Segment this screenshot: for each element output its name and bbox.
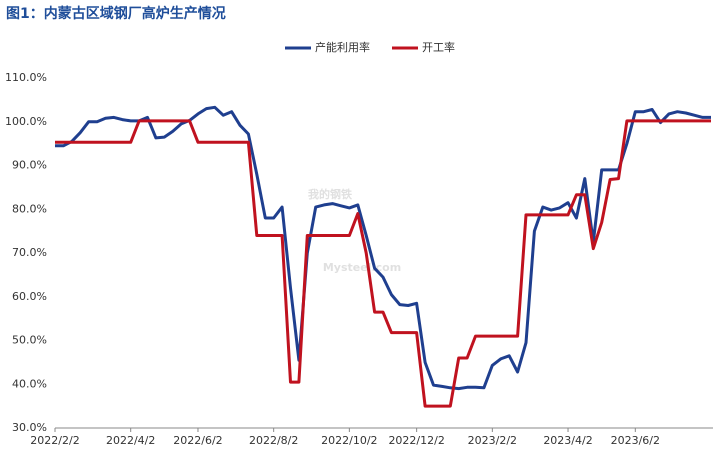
y-tick-label: 90.0% (12, 159, 47, 172)
line-series (55, 119, 711, 408)
chart-title: 图1：内蒙古区域钢厂高炉生产情况 (6, 5, 226, 22)
x-tick-label: 2022/12/2 (388, 434, 444, 447)
y-tick-label: 70.0% (12, 246, 47, 259)
y-tick-label: 50.0% (12, 334, 47, 347)
x-tick-label: 2023/6/2 (611, 434, 660, 447)
x-tick-label: 2022/6/2 (173, 434, 222, 447)
watermark: Mysteel.com (323, 261, 401, 274)
x-tick-label: 2022/2/2 (30, 434, 79, 447)
x-tick-label: 2022/8/2 (249, 434, 298, 447)
x-tick-label: 2023/2/2 (468, 434, 517, 447)
y-tick-label: 30.0% (12, 421, 47, 434)
y-tick-label: 40.0% (12, 377, 47, 390)
watermark: 我的钢铁 (308, 187, 352, 201)
legend-label: 产能利用率 (315, 40, 370, 54)
y-tick-label: 100.0% (5, 115, 47, 128)
x-tick-label: 2023/4/2 (543, 434, 592, 447)
y-tick-label: 80.0% (12, 202, 47, 215)
x-tick-label: 2022/10/2 (321, 434, 377, 447)
y-tick-label: 60.0% (12, 290, 47, 303)
x-tick-label: 2022/4/2 (106, 434, 155, 447)
y-tick-label: 110.0% (5, 71, 47, 84)
legend-label: 开工率 (422, 40, 455, 54)
line-series (55, 105, 711, 391)
